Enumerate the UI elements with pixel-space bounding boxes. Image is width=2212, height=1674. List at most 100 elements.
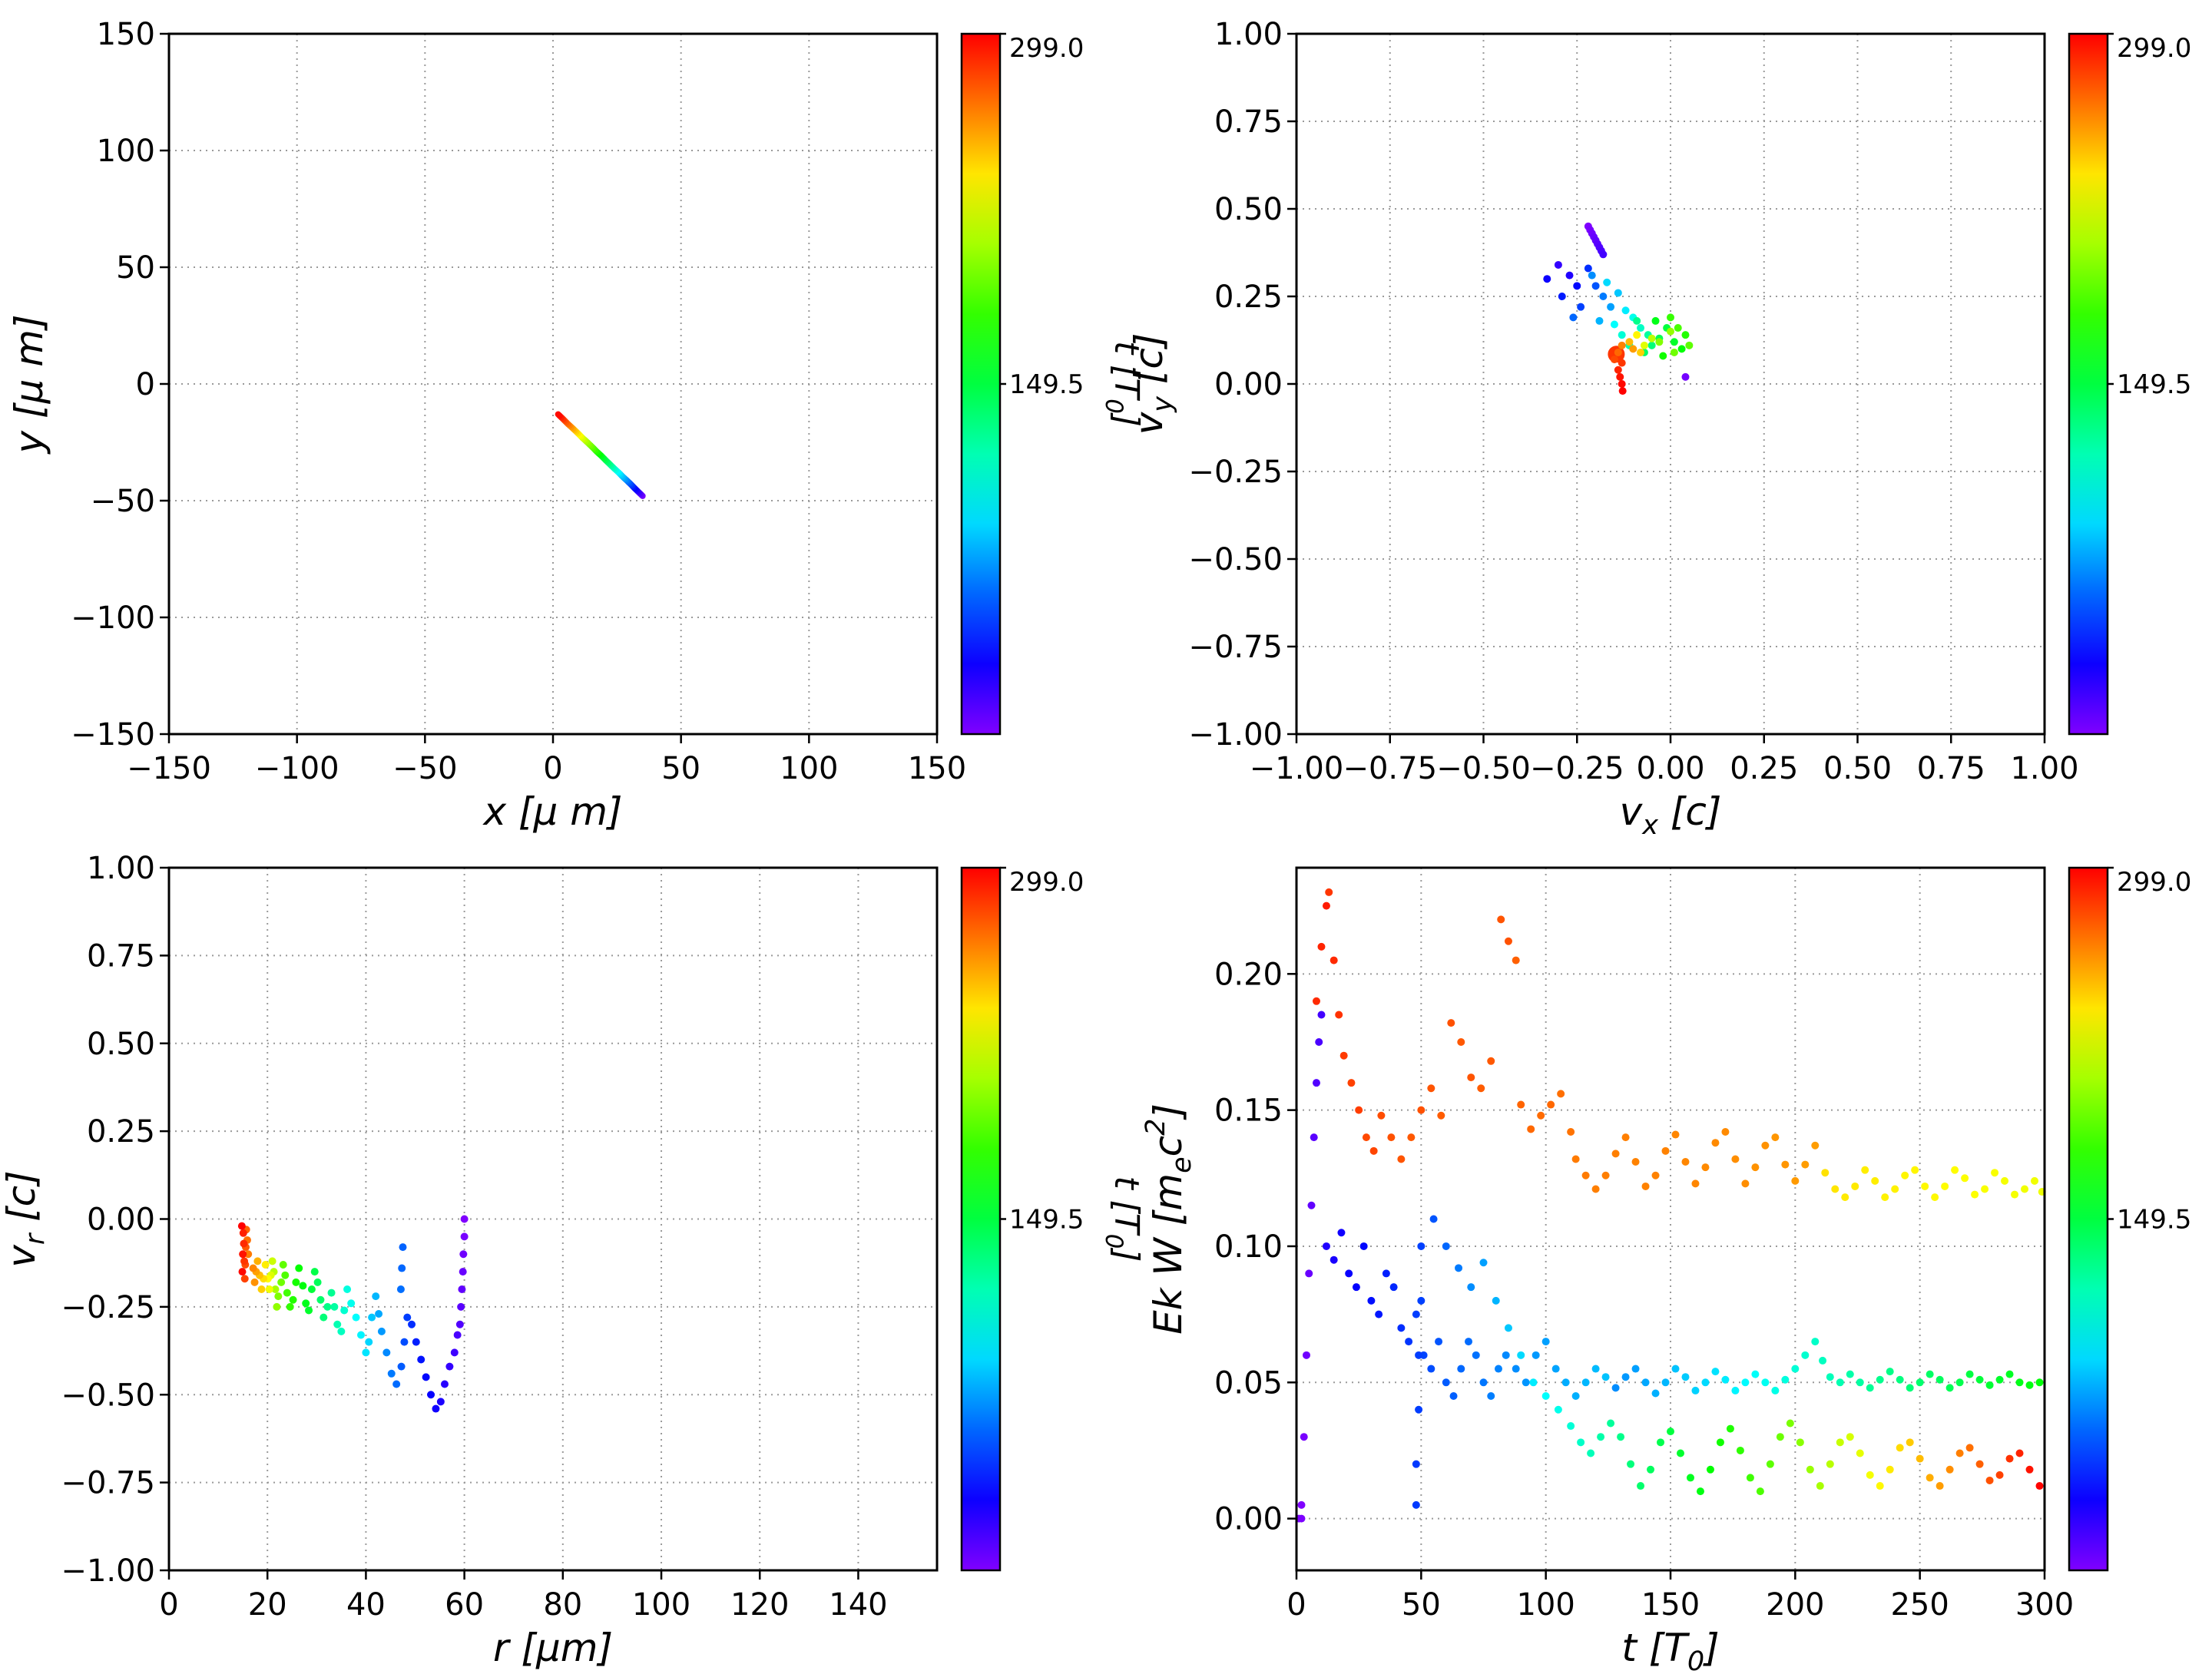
y-tick-label: 150 bbox=[97, 17, 155, 52]
colorbar-label: t [T0] bbox=[2207, 1176, 2212, 1262]
y-axis-label: vy [c] bbox=[1127, 333, 1178, 435]
y-axis-ticks: −1.00 −0.75 −0.50 −0.25 0.00 0.25 0.50 0.75 1.00 bbox=[61, 851, 169, 1589]
y-tick-label: 0.20 bbox=[1214, 957, 1283, 992]
trajectory-line bbox=[555, 411, 646, 499]
y-tick-label: 0.10 bbox=[1214, 1229, 1283, 1265]
x-tick-label: −0.50 bbox=[1436, 751, 1531, 786]
y-tick-label: 0.50 bbox=[1214, 192, 1283, 227]
y-tick-label: 0.50 bbox=[87, 1027, 155, 1062]
x-axis-ticks: 0 50 100 150 200 250 300 bbox=[1286, 1570, 2074, 1623]
gridlines bbox=[168, 867, 937, 1571]
y-tick-label: −150 bbox=[71, 717, 155, 753]
y-tick-label: 0.00 bbox=[1214, 1502, 1283, 1537]
x-tick-label: 100 bbox=[780, 751, 838, 786]
y-axis-ticks: 0.00 0.05 0.10 0.15 0.20 bbox=[1214, 957, 1296, 1537]
x-tick-label: 0.50 bbox=[1823, 751, 1892, 786]
y-axis-label: Ek W [mec2] bbox=[1141, 1103, 1197, 1335]
x-tick-label: −0.25 bbox=[1530, 751, 1624, 786]
scatter-points bbox=[237, 1215, 469, 1413]
y-tick-label: 0.75 bbox=[87, 938, 155, 974]
y-tick-label: 50 bbox=[116, 250, 155, 286]
y-tick-label: 0.25 bbox=[1214, 280, 1283, 315]
colorbar: 299.0 149.5 t [T0] bbox=[2068, 866, 2212, 1572]
x-tick-label: 200 bbox=[1766, 1587, 1824, 1623]
x-tick-label: 250 bbox=[1890, 1587, 1949, 1623]
colorbar-tick-label: 149.5 bbox=[2117, 369, 2191, 400]
panel-1: −1.00 −0.75 −0.50 −0.25 0.00 0.25 0.50 0.75 1.00… bbox=[1127, 17, 2212, 841]
y-tick-label: 0.00 bbox=[87, 1203, 155, 1238]
colorbar-tick-label: 149.5 bbox=[1009, 1205, 1084, 1236]
y-tick-label: 1.00 bbox=[1214, 17, 1283, 52]
y-tick-label: −0.75 bbox=[1188, 630, 1283, 665]
y-tick-label: −50 bbox=[91, 484, 155, 519]
x-tick-label: 50 bbox=[661, 751, 700, 786]
colorbar-tick-label: 299.0 bbox=[2117, 867, 2191, 898]
x-tick-label: 0.75 bbox=[1917, 751, 1985, 786]
y-tick-label: −0.25 bbox=[61, 1290, 155, 1325]
y-axis-label: vr [c] bbox=[0, 1170, 51, 1267]
x-tick-label: 0 bbox=[159, 1587, 178, 1623]
colorbar-tick-label: 149.5 bbox=[1009, 369, 1084, 400]
x-tick-label: −150 bbox=[127, 751, 211, 786]
y-axis-label: y [μ m] bbox=[7, 315, 51, 455]
x-tick-label: 20 bbox=[248, 1587, 287, 1623]
y-tick-label: 0.05 bbox=[1214, 1365, 1283, 1401]
x-tick-label: 1.00 bbox=[2010, 751, 2078, 786]
colorbar-tick-label: 149.5 bbox=[2117, 1205, 2191, 1236]
y-tick-label: −0.25 bbox=[1188, 455, 1283, 490]
colorbar-tick-label: 299.0 bbox=[2117, 33, 2191, 64]
x-axis-ticks: −150 −100 −50 0 50 100 150 bbox=[127, 734, 966, 786]
x-tick-label: 120 bbox=[730, 1587, 789, 1623]
y-tick-label: −100 bbox=[71, 600, 155, 636]
x-tick-label: 100 bbox=[632, 1587, 690, 1623]
x-tick-label: 300 bbox=[2015, 1587, 2074, 1623]
y-tick-label: −1.00 bbox=[61, 1553, 155, 1589]
x-tick-label: 150 bbox=[1641, 1587, 1700, 1623]
x-tick-label: 60 bbox=[445, 1587, 484, 1623]
x-tick-label: 0 bbox=[1286, 1587, 1306, 1623]
x-axis-ticks: −1.00 −0.75 −0.50 −0.25 0.00 0.25 0.50 0.75 1.00 bbox=[1250, 734, 2079, 786]
x-tick-label: 0 bbox=[543, 751, 562, 786]
x-tick-label: 100 bbox=[1516, 1587, 1575, 1623]
x-tick-label: 0.25 bbox=[1730, 751, 1798, 786]
y-tick-label: −0.50 bbox=[1188, 542, 1283, 577]
colorbar: 299.0 149.5 t [T0] bbox=[2068, 32, 2212, 736]
x-tick-label: 80 bbox=[543, 1587, 582, 1623]
x-axis-label: t [T0] bbox=[1621, 1626, 1719, 1671]
y-tick-label: −0.50 bbox=[61, 1378, 155, 1413]
colorbar: 299.0 149.5 t [T0] bbox=[960, 32, 1146, 736]
y-tick-label: 0.15 bbox=[1214, 1093, 1283, 1129]
x-axis-label: x [μ m] bbox=[482, 789, 623, 834]
scatter-points bbox=[1295, 888, 2046, 1523]
x-tick-label: −100 bbox=[255, 751, 339, 786]
panel-3: 0 50 100 150 200 250 300 0.00 0.05 0.10 0.15 0.20 t … bbox=[1141, 866, 2212, 1674]
colorbar-label: t [T0] bbox=[1100, 1176, 1146, 1262]
x-tick-label: 150 bbox=[908, 751, 966, 786]
x-tick-label: 40 bbox=[346, 1587, 386, 1623]
x-tick-label: −0.75 bbox=[1343, 751, 1437, 786]
scatter-points bbox=[1543, 222, 1694, 395]
colorbar: 299.0 149.5 t [T0] bbox=[960, 866, 1146, 1572]
y-tick-label: −0.75 bbox=[61, 1466, 155, 1501]
colorbar-label: t [T0] bbox=[2207, 341, 2212, 427]
x-tick-label: 50 bbox=[1402, 1587, 1441, 1623]
y-tick-label: 0.25 bbox=[87, 1114, 155, 1150]
x-tick-label: −50 bbox=[392, 751, 457, 786]
y-tick-label: −1.00 bbox=[1188, 717, 1283, 753]
y-tick-label: 0.00 bbox=[1214, 367, 1283, 402]
x-axis-label: vx [c] bbox=[1620, 789, 1722, 841]
y-tick-label: 0.75 bbox=[1214, 104, 1283, 140]
colorbar-label: t [T0] bbox=[1100, 341, 1146, 427]
x-axis-label: r [μm] bbox=[493, 1626, 613, 1670]
x-tick-label: −1.00 bbox=[1250, 751, 1344, 786]
y-axis-ticks: −1.00 −0.75 −0.50 −0.25 0.00 0.25 0.50 0.75 1.00 bbox=[1188, 17, 1296, 753]
gridlines bbox=[1296, 33, 2045, 735]
x-tick-label: 0.00 bbox=[1636, 751, 1704, 786]
x-tick-label: 140 bbox=[829, 1587, 887, 1623]
colorbar-tick-label: 299.0 bbox=[1009, 33, 1084, 64]
gridlines bbox=[1296, 868, 2045, 1570]
gridlines bbox=[168, 33, 938, 735]
panel-0: −150 −100 −50 0 50 100 150 −150 −100 −50 0 50 100 150… bbox=[7, 17, 1146, 834]
